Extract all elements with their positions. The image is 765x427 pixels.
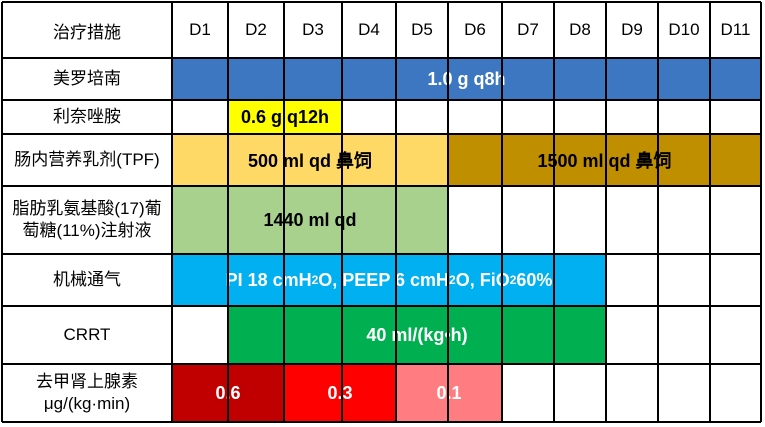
header-day: D7 [517,20,539,39]
treatment-bar: PI 18 cmH 2 O, PEEP 6 cmH 2 O, FiO 2 60% [172,254,606,306]
treatment-label: 脂肪乳氨基酸(17)葡 萄糖(11%)注射液 [2,186,172,254]
treatment-label: 利奈唑胺 [53,107,121,126]
grid-line-horizontal [2,363,761,365]
grid-line-horizontal [2,1,761,3]
grid-line-vertical [283,2,285,422]
grid-line-vertical [1,2,3,422]
grid-line-vertical [657,2,659,422]
treatment-label-line: 去甲肾上腺素 [36,372,138,391]
grid-line-vertical [227,2,229,422]
header-day: D9 [621,20,643,39]
treatment-bar: 1.0 g q8h [172,58,761,100]
header-day: D2 [245,20,267,39]
treatment-label-line: 脂肪乳氨基酸(17)葡 [12,199,162,218]
treatment-bar: 0.6 g q12h [228,100,342,134]
treatment-bar: 0.1 [396,364,502,422]
grid-line-horizontal [2,133,761,135]
treatment-label-line: μg/(kg·min) [43,394,131,413]
grid-line-horizontal [2,421,761,423]
grid-line-horizontal [2,305,761,307]
header-day: D4 [358,20,380,39]
grid-line-vertical [709,2,711,422]
grid-line-horizontal [2,185,761,187]
treatment-label: 去甲肾上腺素 μg/(kg·min) [2,364,172,422]
grid-line-vertical [553,2,555,422]
header-day: D11 [720,20,751,39]
header-day: D10 [668,20,700,39]
treatment-bar: 500 ml qd 鼻饲 [172,134,448,186]
treatment-label: CRRT [63,325,111,344]
header-day: D3 [302,20,324,39]
treatment-label: 机械通气 [53,270,121,289]
grid-line-horizontal [2,57,761,59]
grid-line-vertical [501,2,503,422]
treatment-label: 肠内营养乳剂(TPF) [14,150,160,169]
treatment-bar: 40 ml/(kg•h) [228,306,606,364]
treatment-bar: 0.3 [284,364,396,422]
grid-line-vertical [171,2,173,422]
grid-line-horizontal [2,253,761,255]
header-day: D6 [464,20,486,39]
treatment-bar: 1500 ml qd 鼻饲 [448,134,761,186]
treatment-bar: 1440 ml qd [172,186,448,254]
grid-line-vertical [760,2,762,422]
header-treatment-label: 治疗措施 [53,22,121,42]
treatment-label-line: 萄糖(11%)注射液 [22,221,152,240]
grid-line-vertical [395,2,397,422]
header-day: D5 [411,20,433,39]
treatment-label: 美罗培南 [53,69,121,88]
grid-line-vertical [341,2,343,422]
header-day: D1 [189,20,211,39]
grid-line-vertical [447,2,449,422]
header-day: D8 [569,20,591,39]
grid-line-horizontal [2,99,761,101]
grid-line-vertical [605,2,607,422]
